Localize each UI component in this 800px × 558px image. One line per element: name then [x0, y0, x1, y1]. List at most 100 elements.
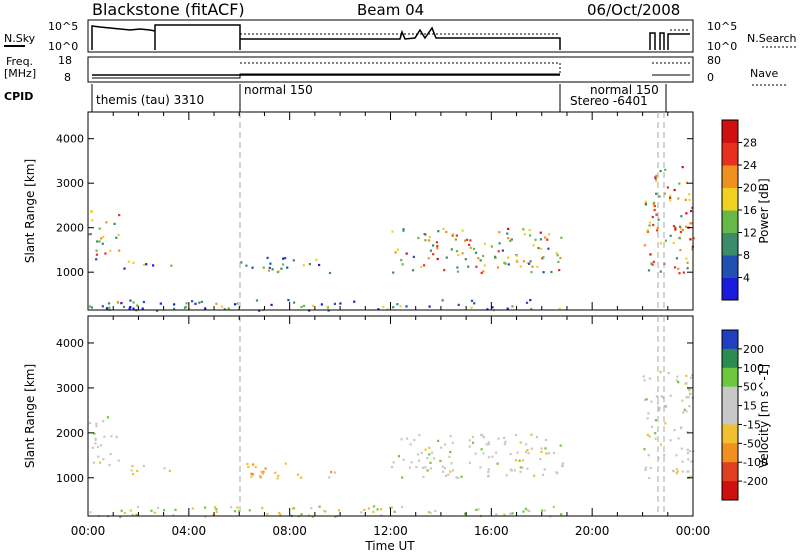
scatter-cell: [507, 237, 510, 240]
scatter-cell: [455, 234, 458, 237]
power-colorbar-swatch: [722, 255, 738, 278]
scatter-cell: [117, 233, 120, 236]
scatter-cell: [172, 514, 175, 517]
freq-tick-bottom: 8: [64, 71, 71, 84]
scatter-cell: [248, 509, 251, 512]
velocity-scatter: [88, 371, 695, 519]
scatter-cell: [142, 263, 146, 266]
scatter-cell: [516, 260, 519, 263]
scatter-cell: [472, 247, 476, 250]
scatter-cell: [655, 395, 658, 398]
scatter-cell: [644, 466, 648, 469]
scatter-cell: [678, 237, 681, 240]
scatter-cell: [666, 186, 669, 189]
scatter-cell: [101, 305, 104, 308]
scatter-cell: [269, 262, 272, 265]
scatter-cell: [494, 255, 497, 258]
scatter-cell: [561, 462, 564, 465]
scatter-cell: [115, 435, 118, 439]
scatter-cell: [204, 515, 207, 518]
scatter-cell: [647, 412, 650, 415]
y-tick-label: 3000: [56, 382, 84, 395]
scatter-cell: [679, 427, 683, 430]
scatter-cell: [516, 451, 519, 454]
scatter-cell: [544, 438, 547, 442]
scatter-cell: [513, 469, 516, 472]
scatter-cell: [482, 270, 485, 273]
velocity-colorbar-tick-label: 50: [743, 381, 757, 394]
scatter-cell: [652, 203, 655, 206]
scatter-cell: [475, 251, 478, 254]
scatter-cell: [113, 222, 116, 225]
scatter-cell: [136, 469, 139, 473]
scatter-cell: [286, 266, 289, 269]
scatter-cell: [90, 306, 93, 309]
velocity-colorbar-swatch: [722, 386, 738, 407]
scatter-cell: [652, 260, 655, 263]
scatter-cell: [260, 470, 263, 473]
scatter-cell: [487, 470, 490, 474]
scatter-cell: [655, 174, 658, 177]
scatter-cell: [682, 411, 685, 414]
scatter-cell: [536, 265, 539, 268]
scatter-cell: [673, 429, 676, 432]
scatter-cell: [397, 455, 401, 458]
scatter-cell: [259, 476, 262, 479]
scatter-cell: [437, 439, 440, 442]
scatter-cell: [95, 249, 98, 252]
scatter-cell: [402, 458, 405, 461]
scatter-cell: [653, 208, 656, 212]
scatter-cell: [445, 256, 448, 259]
scatter-cell: [487, 468, 490, 471]
scatter-cell: [650, 262, 653, 265]
scatter-cell: [526, 467, 529, 470]
scatter-cell: [686, 431, 689, 434]
scatter-cell: [654, 176, 657, 179]
scatter-cell: [480, 271, 483, 274]
freq-label: Freq.: [6, 55, 33, 68]
scatter-cell: [530, 271, 533, 274]
scatter-cell: [654, 437, 657, 440]
scatter-cell: [690, 222, 693, 225]
scatter-cell: [487, 441, 490, 444]
scatter-cell: [545, 452, 548, 455]
scatter-cell: [174, 508, 177, 511]
scatter-cell: [88, 233, 91, 236]
scatter-cell: [690, 460, 693, 463]
scatter-cell: [477, 257, 480, 260]
x-tick-label: 16:00: [474, 524, 509, 538]
scatter-cell: [266, 256, 269, 259]
scatter-cell: [282, 263, 285, 266]
scatter-cell: [422, 466, 425, 469]
scatter-cell: [509, 512, 512, 515]
scatter-cell: [509, 239, 512, 242]
x-tick-label: 12:00: [373, 524, 408, 538]
scatter-cell: [451, 441, 454, 444]
scatter-cell: [675, 257, 678, 260]
scatter-cell: [163, 509, 166, 512]
scatter-cell: [674, 228, 677, 231]
power-panel: 1000 2000 3000 4000 Slant Range [km]: [23, 111, 696, 313]
scatter-cell: [443, 467, 447, 470]
scatter-cell: [643, 379, 646, 382]
velocity-colorbar-swatch: [722, 348, 738, 369]
scatter-cell: [236, 506, 239, 509]
scatter-cell: [687, 458, 690, 461]
scatter-cell: [648, 221, 651, 224]
scatter-cell: [482, 436, 485, 439]
scatter-cell: [519, 265, 522, 268]
scatter-cell: [334, 515, 337, 518]
scatter-cell: [526, 449, 529, 452]
scatter-cell: [534, 238, 537, 241]
scatter-cell: [673, 188, 676, 192]
scatter-cell: [333, 471, 336, 474]
scatter-cell: [507, 256, 510, 259]
scatter-cell: [108, 302, 111, 305]
scatter-cell: [656, 229, 659, 232]
scatter-cell: [664, 422, 667, 425]
scatter-cell: [531, 265, 534, 268]
scatter-cell: [477, 508, 480, 511]
velocity-colorbar-label: Velocity [m s^-1]: [757, 364, 771, 468]
scatter-cell: [491, 455, 494, 458]
scatter-cell: [338, 509, 341, 512]
